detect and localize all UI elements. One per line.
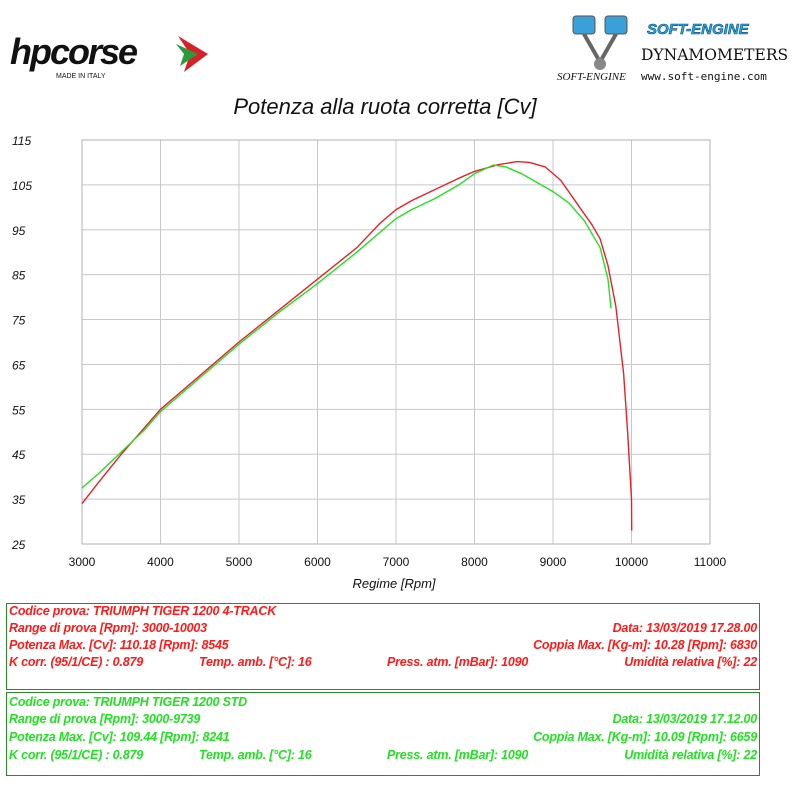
test-range: Range di prova [Rpm]: 3000-10003: [9, 621, 207, 635]
test-date: Data: 13/03/2019 17.28.00: [612, 621, 758, 635]
y-tick-label: 65: [12, 358, 26, 372]
y-tick-label: 25: [11, 538, 26, 552]
x-tick-label: 6000: [304, 555, 331, 569]
info-row: Potenza Max. [Cv]: 110.18 [Rpm]: 8545 Co…: [7, 638, 759, 655]
test-range: Range di prova [Rpm]: 3000-9739: [9, 712, 201, 726]
y-tick-label: 115: [12, 134, 31, 148]
k-corr: K corr. (95/1/CE) : 0.879: [9, 748, 143, 762]
test-code: Codice prova: TRIUMPH TIGER 1200 4-TRACK: [9, 604, 277, 618]
y-tick-label: 55: [12, 403, 26, 417]
k-corr: K corr. (95/1/CE) : 0.879: [9, 655, 143, 669]
soft-engine-dynamometers: DYNAMOMETERS: [641, 46, 788, 64]
test-info-red: Codice prova: TRIUMPH TIGER 1200 4-TRACK…: [6, 603, 760, 690]
y-tick-label: 95: [12, 224, 26, 238]
relative-humidity: Umidità relativa [%]: 22: [624, 748, 757, 762]
test-code: Codice prova: TRIUMPH TIGER 1200 STD: [9, 695, 247, 709]
y-tick-label: 105: [12, 179, 32, 193]
soft-engine-logo: SOFT-ENGINE SOFT-ENGINE DYNAMOMETERS www…: [557, 15, 788, 83]
series-line-1: [81, 160, 633, 531]
pistons-icon: [572, 15, 628, 70]
info-row: Range di prova [Rpm]: 3000-9739 Data: 13…: [7, 712, 759, 729]
chart-ticks: 3000 4000 5000 6000 7000 8000 9000 10000 11000 25…: [11, 134, 727, 569]
series-line-2: [81, 164, 612, 489]
soft-engine-title: SOFT-ENGINE: [647, 21, 750, 38]
y-tick-label: 45: [12, 448, 26, 462]
max-torque: Coppia Max. [Kg-m]: 10.28 [Rpm]: 6830: [533, 638, 757, 652]
chart-series: [81, 160, 633, 531]
ambient-temp: Temp. amb. [°C]: 16: [199, 655, 312, 669]
info-row: Range di prova [Rpm]: 3000-10003 Data: 1…: [7, 621, 759, 638]
x-tick-label: 9000: [540, 555, 567, 569]
info-row: Potenza Max. [Cv]: 109.44 [Rpm]: 8241 Co…: [7, 730, 759, 747]
atm-pressure: Press. atm. [mBar]: 1090: [387, 655, 529, 669]
test-info-green: Codice prova: TRIUMPH TIGER 1200 STD Ran…: [6, 692, 760, 776]
max-power: Potenza Max. [Cv]: 110.18 [Rpm]: 8545: [9, 638, 229, 652]
chart-title: Potenza alla ruota corretta [Cv]: [233, 94, 537, 119]
plot-border: [81, 139, 711, 545]
info-row: K corr. (95/1/CE) : 0.879 Temp. amb. [°C…: [7, 748, 759, 765]
ambient-temp: Temp. amb. [°C]: 16: [199, 748, 312, 762]
x-tick-label: 3000: [69, 555, 96, 569]
x-tick-label: 11000: [694, 555, 727, 569]
hpcorse-logo: hpcorse MADE IN ITALY: [10, 31, 208, 80]
y-tick-label: 85: [12, 269, 26, 283]
x-tick-label: 10000: [615, 555, 649, 569]
x-tick-label: 5000: [226, 555, 253, 569]
chart-grid: [81, 139, 711, 545]
x-tick-label: 8000: [461, 555, 488, 569]
soft-engine-mark: SOFT-ENGINE: [557, 71, 626, 83]
power-chart: 3000 4000 5000 6000 7000 8000 9000 10000 11000 25…: [11, 134, 727, 591]
x-axis-label: Regime [Rpm]: [352, 576, 435, 591]
x-tick-label: 4000: [147, 555, 174, 569]
info-row: K corr. (95/1/CE) : 0.879 Temp. amb. [°C…: [7, 655, 759, 672]
relative-humidity: Umidità relativa [%]: 22: [624, 655, 757, 669]
soft-engine-url: www.soft-engine.com: [641, 70, 767, 83]
y-tick-label: 75: [12, 314, 26, 328]
max-power: Potenza Max. [Cv]: 109.44 [Rpm]: 8241: [9, 730, 230, 744]
info-row: Codice prova: TRIUMPH TIGER 1200 STD: [7, 695, 759, 712]
x-tick-label: 7000: [383, 555, 410, 569]
atm-pressure: Press. atm. [mBar]: 1090: [387, 748, 529, 762]
y-tick-label: 35: [12, 493, 26, 507]
max-torque: Coppia Max. [Kg-m]: 10.09 [Rpm]: 6659: [533, 730, 757, 744]
info-row: Codice prova: TRIUMPH TIGER 1200 4-TRACK: [7, 604, 759, 621]
hpcorse-made-in-italy: MADE IN ITALY: [56, 73, 106, 80]
hpcorse-logo-text: hpcorse: [10, 31, 138, 72]
test-date: Data: 13/03/2019 17.12.00: [612, 712, 758, 726]
